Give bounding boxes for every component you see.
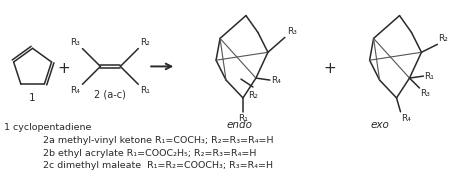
- Text: 2b ethyl acrylate R₁=COOC₂H₅; R₂=R₃=R₄=H: 2b ethyl acrylate R₁=COOC₂H₅; R₂=R₃=R₄=H: [43, 149, 256, 158]
- Text: 2c dimethyl maleate  R₁=R₂=COOCH₃; R₃=R₄=H: 2c dimethyl maleate R₁=R₂=COOCH₃; R₃=R₄=…: [43, 161, 273, 170]
- Text: 1 cyclopentadiene: 1 cyclopentadiene: [4, 123, 91, 132]
- Text: endo: endo: [227, 120, 253, 130]
- Text: R₂: R₂: [438, 34, 448, 43]
- Text: 1: 1: [29, 93, 36, 103]
- Text: +: +: [57, 61, 70, 76]
- Text: 2 (a-c): 2 (a-c): [94, 90, 126, 100]
- Text: R₁: R₁: [238, 114, 248, 123]
- Text: R₃: R₃: [420, 89, 430, 98]
- Text: R₃: R₃: [71, 38, 81, 47]
- Text: +: +: [323, 61, 336, 76]
- Text: R₂: R₂: [248, 91, 258, 100]
- Text: 2a methyl-vinyl ketone R₁=COCH₃; R₂=R₃=R₄=H: 2a methyl-vinyl ketone R₁=COCH₃; R₂=R₃=R…: [43, 136, 273, 145]
- Text: exo: exo: [370, 120, 389, 130]
- Text: R₄: R₄: [71, 86, 81, 95]
- Text: R₄: R₄: [401, 114, 411, 123]
- Text: R₁: R₁: [424, 72, 434, 81]
- Text: R₂: R₂: [140, 38, 150, 47]
- Text: R₁: R₁: [140, 86, 150, 95]
- Text: R₃: R₃: [287, 27, 297, 36]
- Text: R₄: R₄: [271, 76, 281, 84]
